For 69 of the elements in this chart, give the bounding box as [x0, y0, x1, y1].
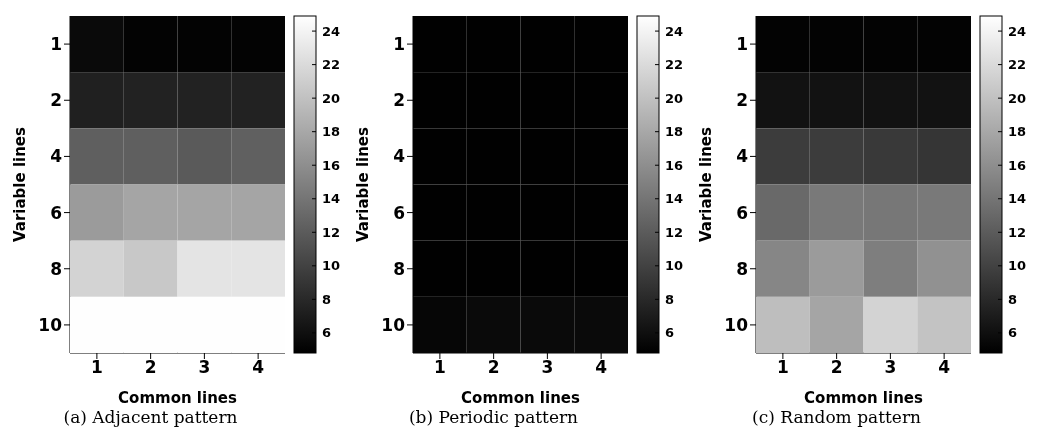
- color-bar-label: 22: [322, 57, 341, 73]
- text: (c) Random pattern: [751, 407, 922, 427]
- color-bar-label: 22: [1008, 57, 1027, 73]
- color-bar-label: 8: [1008, 291, 1018, 307]
- x-tick-label: 2: [144, 357, 157, 378]
- y-axis-title: Variable lines: [354, 126, 372, 242]
- x-tick-label: 3: [198, 357, 211, 378]
- color-bar-label: 18: [1008, 124, 1027, 140]
- color-bar-label: 10: [1008, 258, 1027, 274]
- color-bar-label: 24: [322, 23, 341, 39]
- text: (a) Adjacent pattern: [62, 407, 239, 427]
- y-tick-label: 2: [736, 90, 748, 111]
- y-tick-label: 1: [393, 34, 405, 55]
- color-bar-label: 10: [665, 258, 684, 274]
- color-bar-label: 14: [665, 191, 684, 207]
- y-tick-label: 6: [736, 202, 748, 223]
- color-bar-label: 8: [322, 291, 332, 307]
- color-bar-label: 18: [322, 124, 341, 140]
- x-tick-label: 1: [776, 357, 789, 378]
- y-tick-label: 2: [50, 90, 62, 111]
- color-bar-label: 8: [665, 291, 675, 307]
- x-axis-title: Common lines: [118, 389, 237, 407]
- color-bar-label: 14: [1008, 191, 1027, 207]
- y-tick-label: 4: [393, 146, 406, 167]
- color-bar-label: 14: [322, 191, 341, 207]
- color-bar-label: 12: [665, 224, 684, 240]
- y-tick-label: 10: [724, 314, 749, 335]
- y-tick-label: 4: [736, 146, 749, 167]
- x-axis-title: Common lines: [804, 389, 923, 407]
- x-tick-label: 2: [487, 357, 500, 378]
- y-tick-label: 1: [50, 34, 62, 55]
- y-axis-title: Variable lines: [697, 126, 715, 242]
- x-tick-label: 3: [884, 357, 897, 378]
- color-bar-label: 6: [1008, 325, 1018, 341]
- y-tick-label: 8: [736, 258, 748, 279]
- x-tick-label: 1: [90, 357, 103, 378]
- x-tick-label: 4: [595, 357, 608, 378]
- color-bar-label: 18: [665, 124, 684, 140]
- color-bar-label: 20: [665, 90, 684, 106]
- color-bar-label: 20: [322, 90, 341, 106]
- y-tick-label: 10: [38, 314, 63, 335]
- color-bar-label: 12: [322, 224, 341, 240]
- color-bar-label: 12: [1008, 224, 1027, 240]
- x-tick-label: 2: [830, 357, 843, 378]
- color-bar-label: 24: [1008, 23, 1027, 39]
- color-bar-label: 22: [665, 57, 684, 73]
- color-bar-label: 6: [322, 325, 332, 341]
- color-bar-label: 16: [1008, 157, 1027, 173]
- color-bar-label: 20: [1008, 90, 1027, 106]
- color-bar-label: 6: [665, 325, 675, 341]
- color-bar-label: 24: [665, 23, 684, 39]
- y-tick-label: 2: [393, 90, 405, 111]
- y-tick-label: 8: [50, 258, 62, 279]
- y-tick-label: 4: [50, 146, 63, 167]
- x-tick-label: 4: [938, 357, 951, 378]
- color-bar-label: 10: [322, 258, 341, 274]
- x-tick-label: 4: [252, 357, 265, 378]
- y-tick-label: 6: [50, 202, 62, 223]
- y-tick-label: 1: [736, 34, 748, 55]
- x-tick-label: 1: [433, 357, 446, 378]
- y-tick-label: 8: [393, 258, 405, 279]
- text: (b) Periodic pattern: [407, 407, 580, 427]
- y-axis-title: Variable lines: [11, 126, 29, 242]
- y-tick-label: 10: [381, 314, 406, 335]
- x-axis-title: Common lines: [461, 389, 580, 407]
- y-tick-label: 6: [393, 202, 405, 223]
- color-bar-label: 16: [665, 157, 684, 173]
- x-tick-label: 3: [541, 357, 554, 378]
- color-bar-label: 16: [322, 157, 341, 173]
